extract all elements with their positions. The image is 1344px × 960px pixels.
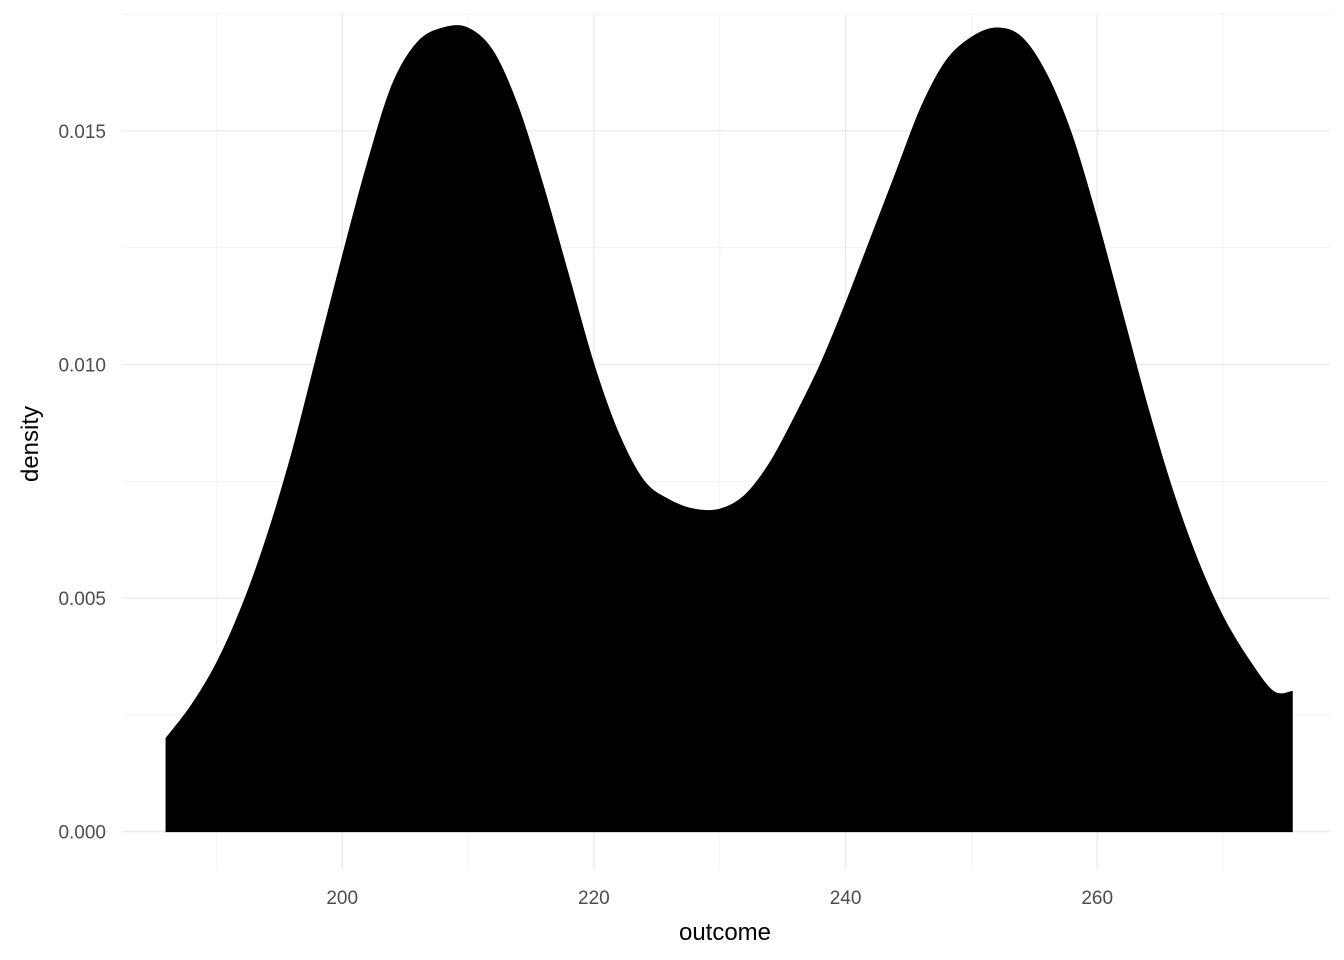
x-axis-title: outcome xyxy=(679,919,771,946)
y-tick-label: 0.010 xyxy=(58,355,106,376)
x-tick-label: 260 xyxy=(1081,888,1113,909)
y-tick-label: 0.005 xyxy=(58,589,106,610)
x-tick-label: 240 xyxy=(830,888,862,909)
y-tick-label: 0.000 xyxy=(58,823,106,844)
density-area-layer xyxy=(165,25,1293,833)
y-tick-label: 0.015 xyxy=(58,122,106,143)
x-axis-ticks: 200 220 240 260 xyxy=(326,888,1113,909)
y-axis-title: density xyxy=(17,406,44,482)
density-area xyxy=(165,25,1293,833)
x-tick-label: 220 xyxy=(578,888,610,909)
x-tick-label: 200 xyxy=(326,888,358,909)
y-axis-ticks: 0.000 0.005 0.010 0.015 xyxy=(58,122,106,844)
